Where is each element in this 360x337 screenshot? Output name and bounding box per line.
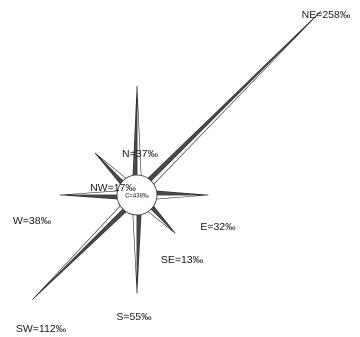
ray-nw-dark-half [94,152,125,186]
direction-labels: N=37‰ NE=258‰ E=32‰ SE=13‰ S=55‰ SW=112‰ W=38‰… [13,9,351,335]
ray-e-dark-half [154,190,209,196]
ray-n-dark-half [132,85,138,178]
label-nw: NW=17‰ [90,182,136,194]
calm-circle [116,174,158,216]
ray-ne [146,10,322,186]
ray-n-light-half [136,85,142,178]
label-ne: NE=258‰ [302,9,351,21]
ray-n [132,85,142,178]
label-sw: SW=112‰ [16,323,67,335]
label-s: S=55‰ [116,311,152,323]
ray-e-light-half [154,194,209,200]
ray-se-dark-half [149,204,176,234]
label-e: E=32‰ [200,221,236,233]
label-se: SE=13‰ [161,254,204,266]
ray-ne-dark-half [146,10,322,183]
ray-se-light-half [146,207,176,234]
ray-w-dark-half [59,194,120,200]
ray-e [154,190,209,200]
ray-s [132,212,142,294]
ray-ne-light-half [149,10,322,186]
ray-s-dark-half [136,212,142,294]
label-w: W=38‰ [13,215,52,227]
calm-label: C=438‰ [125,194,149,200]
ray-s-light-half [132,212,138,294]
label-n: N=37‰ [122,148,158,160]
